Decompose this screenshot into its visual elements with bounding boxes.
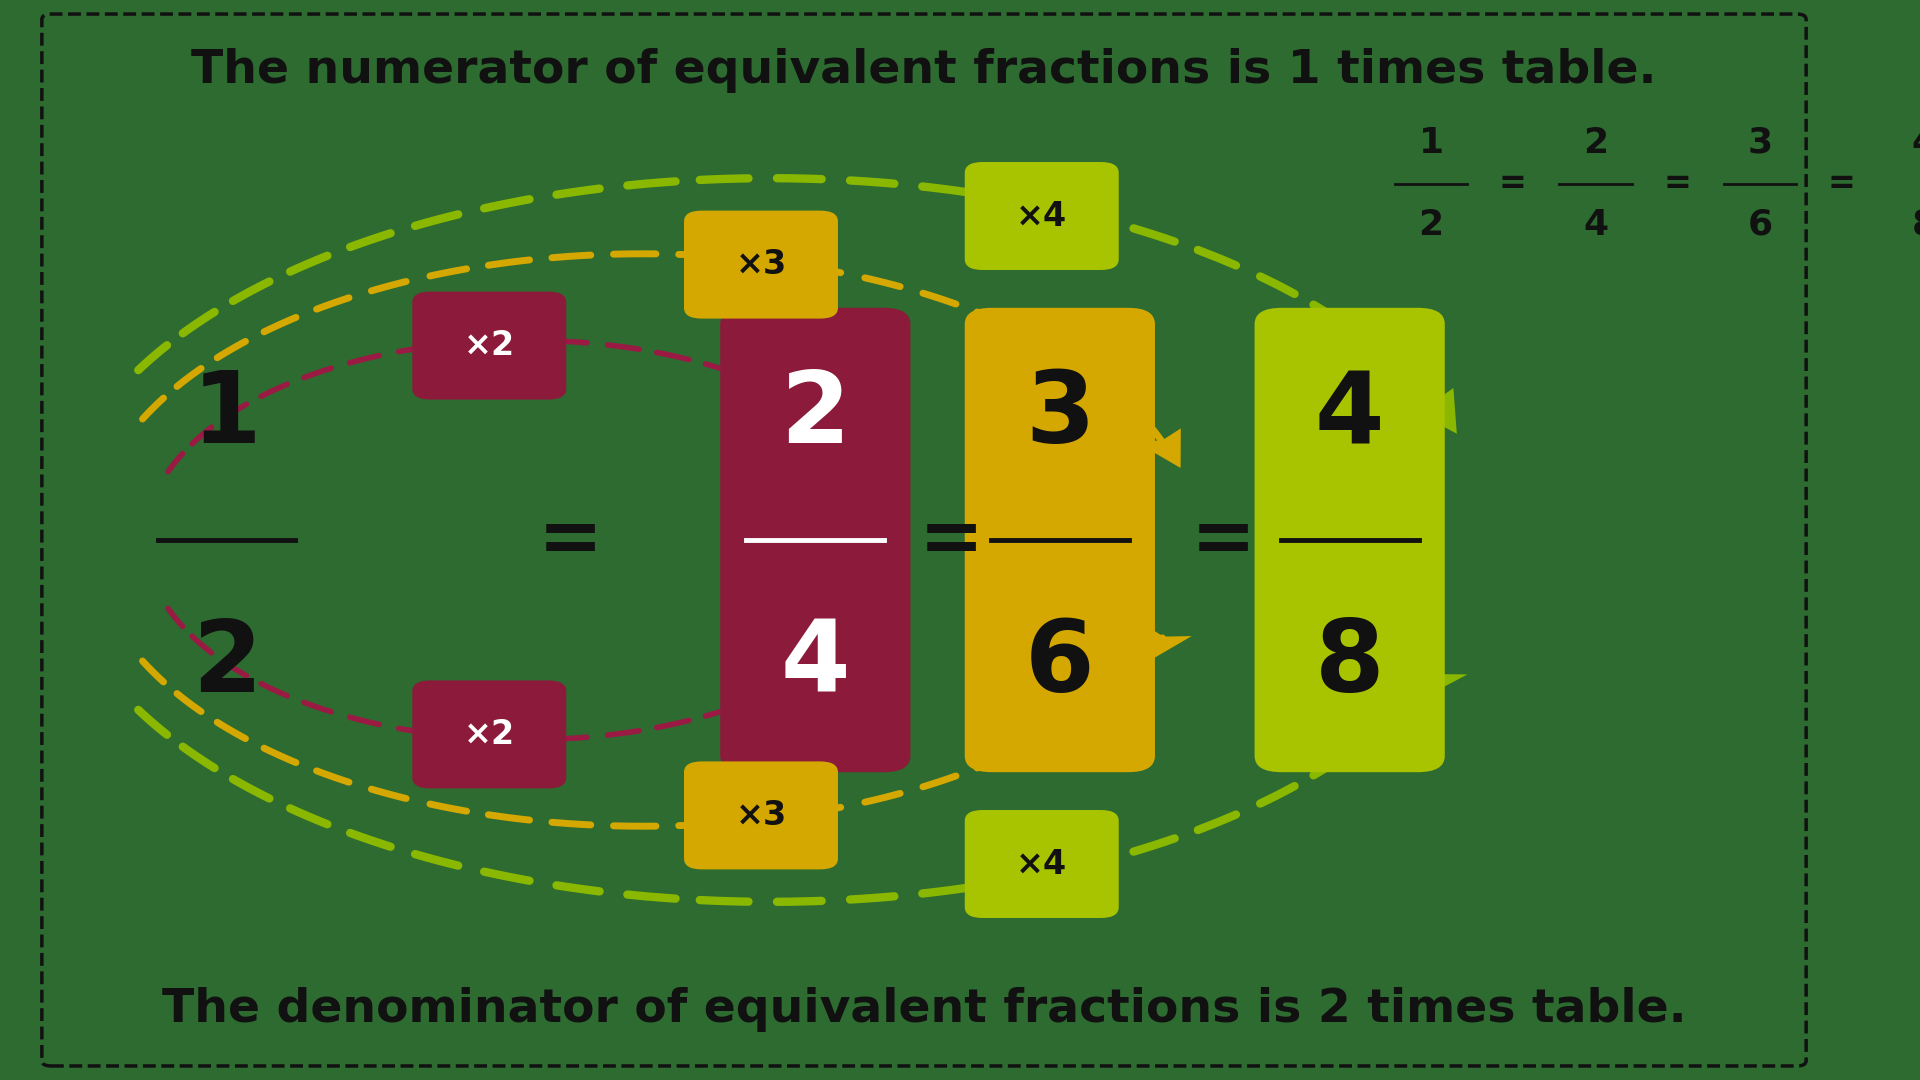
Text: 1: 1	[192, 367, 261, 464]
FancyBboxPatch shape	[1254, 308, 1444, 772]
Text: 2: 2	[1419, 207, 1444, 242]
FancyBboxPatch shape	[964, 308, 1156, 772]
Text: =: =	[538, 502, 603, 578]
Text: ×3: ×3	[735, 248, 787, 281]
Text: The numerator of equivalent fractions is 1 times table.: The numerator of equivalent fractions is…	[192, 48, 1657, 93]
Text: 4: 4	[1582, 207, 1609, 242]
Text: ×4: ×4	[1016, 848, 1068, 880]
FancyBboxPatch shape	[684, 211, 837, 319]
FancyBboxPatch shape	[964, 810, 1119, 918]
Polygon shape	[1144, 624, 1192, 664]
FancyBboxPatch shape	[413, 680, 566, 788]
Text: ×4: ×4	[1016, 200, 1068, 232]
Polygon shape	[1409, 659, 1467, 705]
FancyBboxPatch shape	[413, 292, 566, 400]
Text: The denominator of equivalent fractions is 2 times table.: The denominator of equivalent fractions …	[161, 987, 1686, 1032]
FancyBboxPatch shape	[720, 308, 910, 772]
Text: =: =	[1828, 167, 1855, 200]
Text: 2: 2	[1582, 125, 1609, 160]
Polygon shape	[858, 460, 899, 494]
Text: 2: 2	[192, 616, 261, 713]
Text: =: =	[1500, 167, 1526, 200]
Text: 6: 6	[1025, 616, 1094, 713]
Text: 3: 3	[1747, 125, 1772, 160]
Polygon shape	[868, 597, 908, 631]
Text: 4: 4	[1912, 125, 1920, 160]
Text: ×2: ×2	[465, 329, 515, 362]
Text: =: =	[918, 502, 983, 578]
Text: 6: 6	[1747, 207, 1772, 242]
Text: =: =	[1190, 502, 1256, 578]
Text: 4: 4	[781, 616, 851, 713]
Text: 1: 1	[1419, 125, 1444, 160]
Polygon shape	[1133, 429, 1181, 468]
FancyBboxPatch shape	[684, 761, 837, 869]
Text: ×2: ×2	[465, 718, 515, 751]
Text: 8: 8	[1315, 616, 1384, 713]
Text: =: =	[1663, 167, 1692, 200]
Text: 4: 4	[1315, 367, 1384, 464]
Text: ×3: ×3	[735, 799, 787, 832]
Text: 3: 3	[1025, 367, 1094, 464]
Text: 2: 2	[781, 367, 851, 464]
FancyBboxPatch shape	[964, 162, 1119, 270]
Polygon shape	[1400, 388, 1457, 434]
Text: 8: 8	[1912, 207, 1920, 242]
